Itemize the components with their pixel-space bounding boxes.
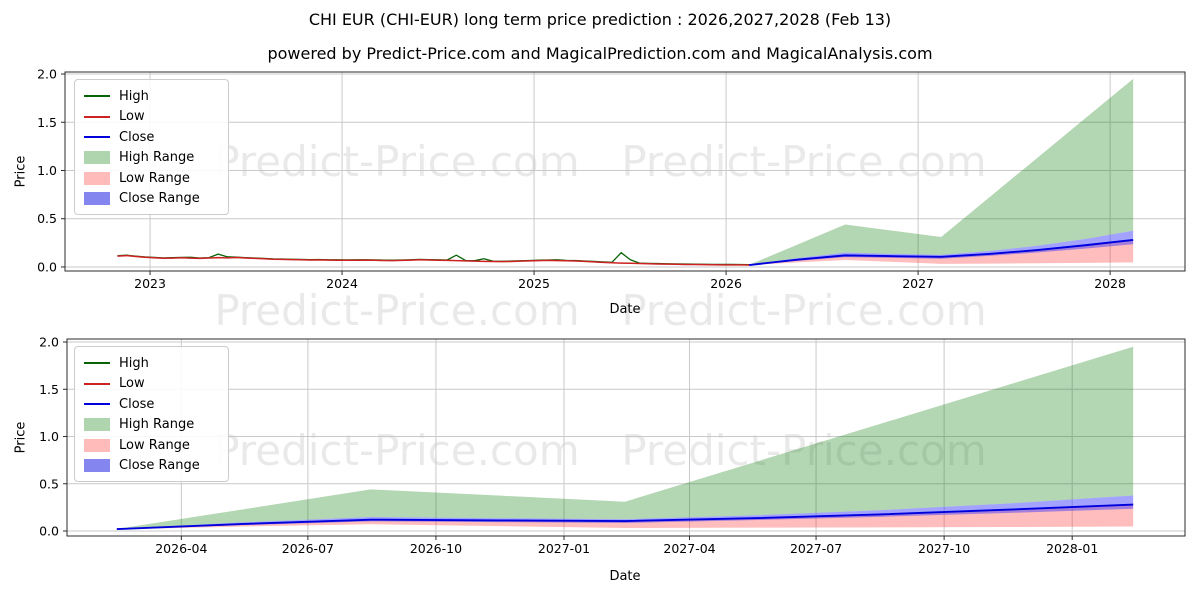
legend-label: Low [119,376,145,392]
x-tick-label: 2028-01 [1046,541,1098,556]
page-title: CHI EUR (CHI-EUR) long term price predic… [308,10,892,29]
x-tick-label: 2026-10 [410,541,462,556]
legend-label: High Range [119,150,195,166]
legend-swatch [84,403,110,406]
x-tick-label: 2026 [710,276,742,291]
x-tick-label: 2024 [326,276,358,291]
y-tick-label: 1.0 [37,163,57,178]
y-tick-label: 1.5 [39,382,59,397]
close-prediction-line [749,238,1134,266]
x-tick-label: 2025 [518,276,550,291]
x-tick-label: 2023 [134,276,166,291]
legend-swatch [84,438,110,452]
legend-swatch [84,362,110,365]
legend-item-high: High [84,86,220,107]
legend-label: Low Range [119,437,190,453]
y-tick-label: 0.0 [37,259,57,274]
x-tick-label: 2027-07 [790,541,842,556]
prediction-zoom-chart: 2026-04 2026-07 2026-10 2027-01 2027-04 2027-… [39,335,1186,556]
legend-item-close: Close [84,127,220,148]
top-chart-xlabel: Date [609,302,641,317]
legend-item-high-range: High Range [84,148,220,169]
y-tick-label: 1.5 [37,115,57,130]
legend-swatch [84,151,110,165]
bottom-chart-legend: High Low Close High Range Low Range Close Ran… [74,346,229,482]
full-history-chart: 2023 2024 2025 2026 2027 2028 0.0 0.5 1.0 1.5 2.0 [37,67,1186,291]
x-tick-label: 2026-07 [282,541,334,556]
legend-item-close: Close [84,394,220,415]
legend-item-high: High [84,353,220,374]
x-tick-label: 2027-01 [538,541,590,556]
legend-item-high-range: High Range [84,415,220,436]
legend-label: High [119,355,149,371]
x-tick-label: 2027-04 [663,541,715,556]
x-tick-label: 2026-04 [155,541,207,556]
high-range-band [116,346,1134,529]
legend-swatch [84,192,110,206]
legend-item-low: Low [84,374,220,395]
legend-label: Low [119,109,145,125]
close-range-band [749,230,1134,266]
y-tick-label: 1.0 [39,429,59,444]
legend-swatch [84,459,110,473]
legend-label: Close [119,396,155,412]
legend-item-close-range: Close Range [84,456,220,477]
x-tick-label: 2027-10 [918,541,970,556]
legend-swatch [84,115,110,118]
top-chart-legend: High Low Close High Range Low Range Close Ran… [74,79,229,215]
x-tick-label: 2027 [902,276,934,291]
low-range-band [749,239,1134,266]
bottom-chart-xlabel: Date [609,569,641,584]
low-history-line [117,254,750,266]
legend-label: High [119,88,149,104]
legend-item-close-range: Close Range [84,189,220,210]
y-tick-label: 2.0 [39,335,59,350]
x-tick-label: 2028 [1094,276,1126,291]
high-history-line [117,252,750,266]
page-subtitle: powered by Predict-Price.com and Magical… [267,44,933,63]
legend-label: Low Range [119,170,190,186]
close-range-band [116,495,1134,530]
legend-swatch [84,171,110,185]
legend-label: Close [119,129,155,145]
legend-swatch [84,382,110,385]
legend-item-low: Low [84,107,220,128]
legend-label: Close Range [119,191,200,207]
y-tick-label: 0.5 [37,211,57,226]
high-range-band [749,78,1134,265]
legend-label: Close Range [119,458,200,474]
legend-item-low-range: Low Range [84,168,220,189]
y-tick-label: 0.5 [39,476,59,491]
legend-label: High Range [119,417,195,433]
low-range-band [116,504,1134,530]
close-prediction-line [116,503,1134,531]
legend-item-low-range: Low Range [84,435,220,456]
legend-swatch [84,95,110,98]
legend-swatch [84,136,110,139]
y-tick-label: 0.0 [39,523,59,538]
y-tick-label: 2.0 [37,67,57,82]
legend-swatch [84,418,110,432]
